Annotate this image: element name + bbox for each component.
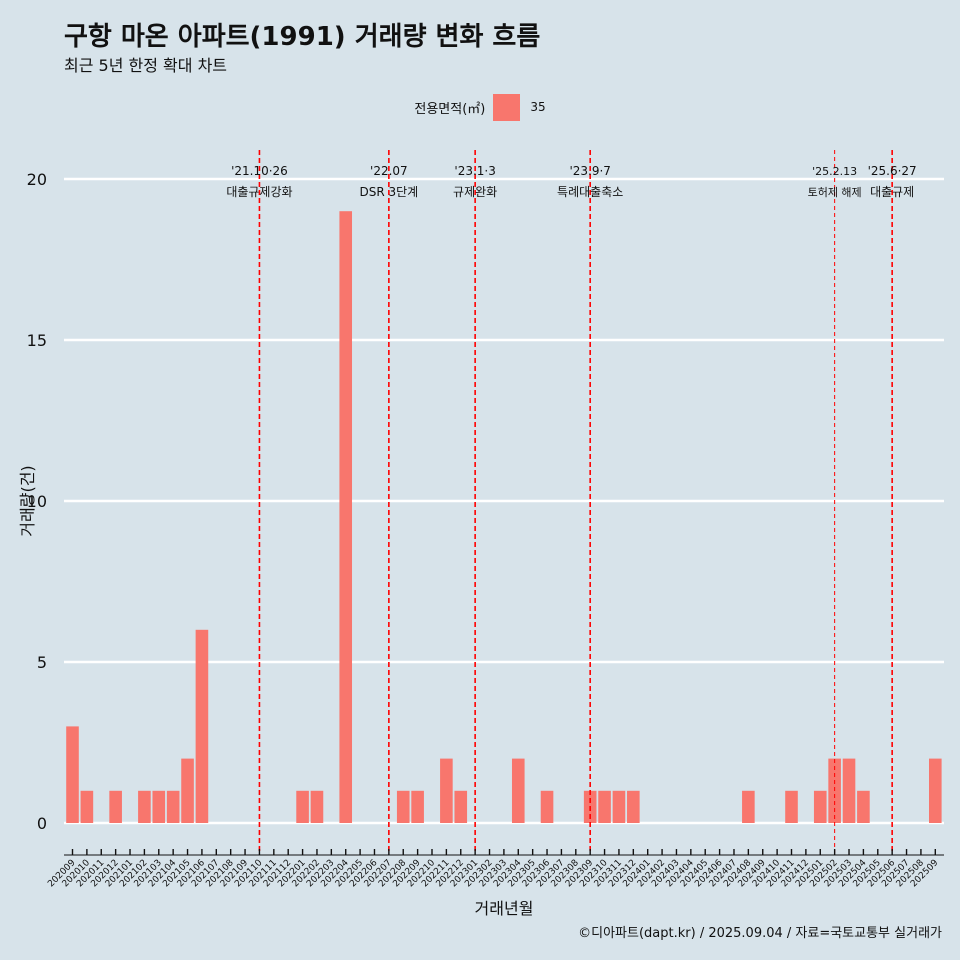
bar [138,790,151,823]
bar [742,790,755,823]
x-axis-title: 거래년월 [475,899,534,918]
bar [310,790,324,823]
bar [785,790,798,823]
event-label: 대출규제 [870,185,914,199]
bar [339,211,353,823]
bar [842,758,856,823]
y-axis-title: 거래량(건) [18,465,37,536]
bar [66,726,79,823]
bar [540,790,554,823]
bar [627,790,640,823]
y-tick-label: 10 [27,492,47,511]
bar [857,790,870,823]
y-tick-label: 0 [37,814,47,833]
bar [109,790,122,823]
event-label: 토허제 해제 [808,185,862,199]
event-label: 특례대출축소 [557,185,623,199]
legend: 전용면적(㎡) 35 [0,93,960,121]
legend-series-name: 35 [530,100,546,114]
bar [152,790,166,823]
event-label: DSR 3단계 [359,185,418,199]
y-tick-label: 20 [27,170,47,189]
event-label: 대출규제강화 [226,185,292,199]
source-footer: ©디아파트(dapt.kr) / 2025.09.04 / 자료=국토교통부 실… [578,926,942,941]
bar [929,758,942,823]
bar [454,790,468,823]
bar [440,758,453,823]
y-tick-label: 15 [27,331,47,350]
bar [296,790,309,823]
bar [598,790,611,823]
chart-subtitle: 최근 5년 한정 확대 차트 [64,56,228,75]
event-date-label: '22.07 [370,164,408,178]
bar [396,790,410,823]
event-label: 규제완화 [453,185,497,199]
event-date-label: '25.6·27 [868,164,917,178]
bar [195,629,209,823]
event-date-label: '25.2.13 [812,165,857,178]
bar [80,790,94,823]
bar [612,790,626,823]
event-date-label: '23.1·3 [454,164,495,178]
bar [511,758,525,823]
event-date-label: '21.10·26 [231,164,288,178]
y-tick-label: 5 [37,653,47,672]
bar [181,758,194,823]
chart-title: 구항 마온 아파트(1991) 거래량 변화 흐름 [64,22,541,52]
legend-swatch [493,93,521,121]
bar [411,790,424,823]
legend-title: 전용면적(㎡) [414,101,486,117]
event-date-label: '23.9·7 [569,164,610,178]
bar [166,790,180,823]
bar [813,790,827,823]
